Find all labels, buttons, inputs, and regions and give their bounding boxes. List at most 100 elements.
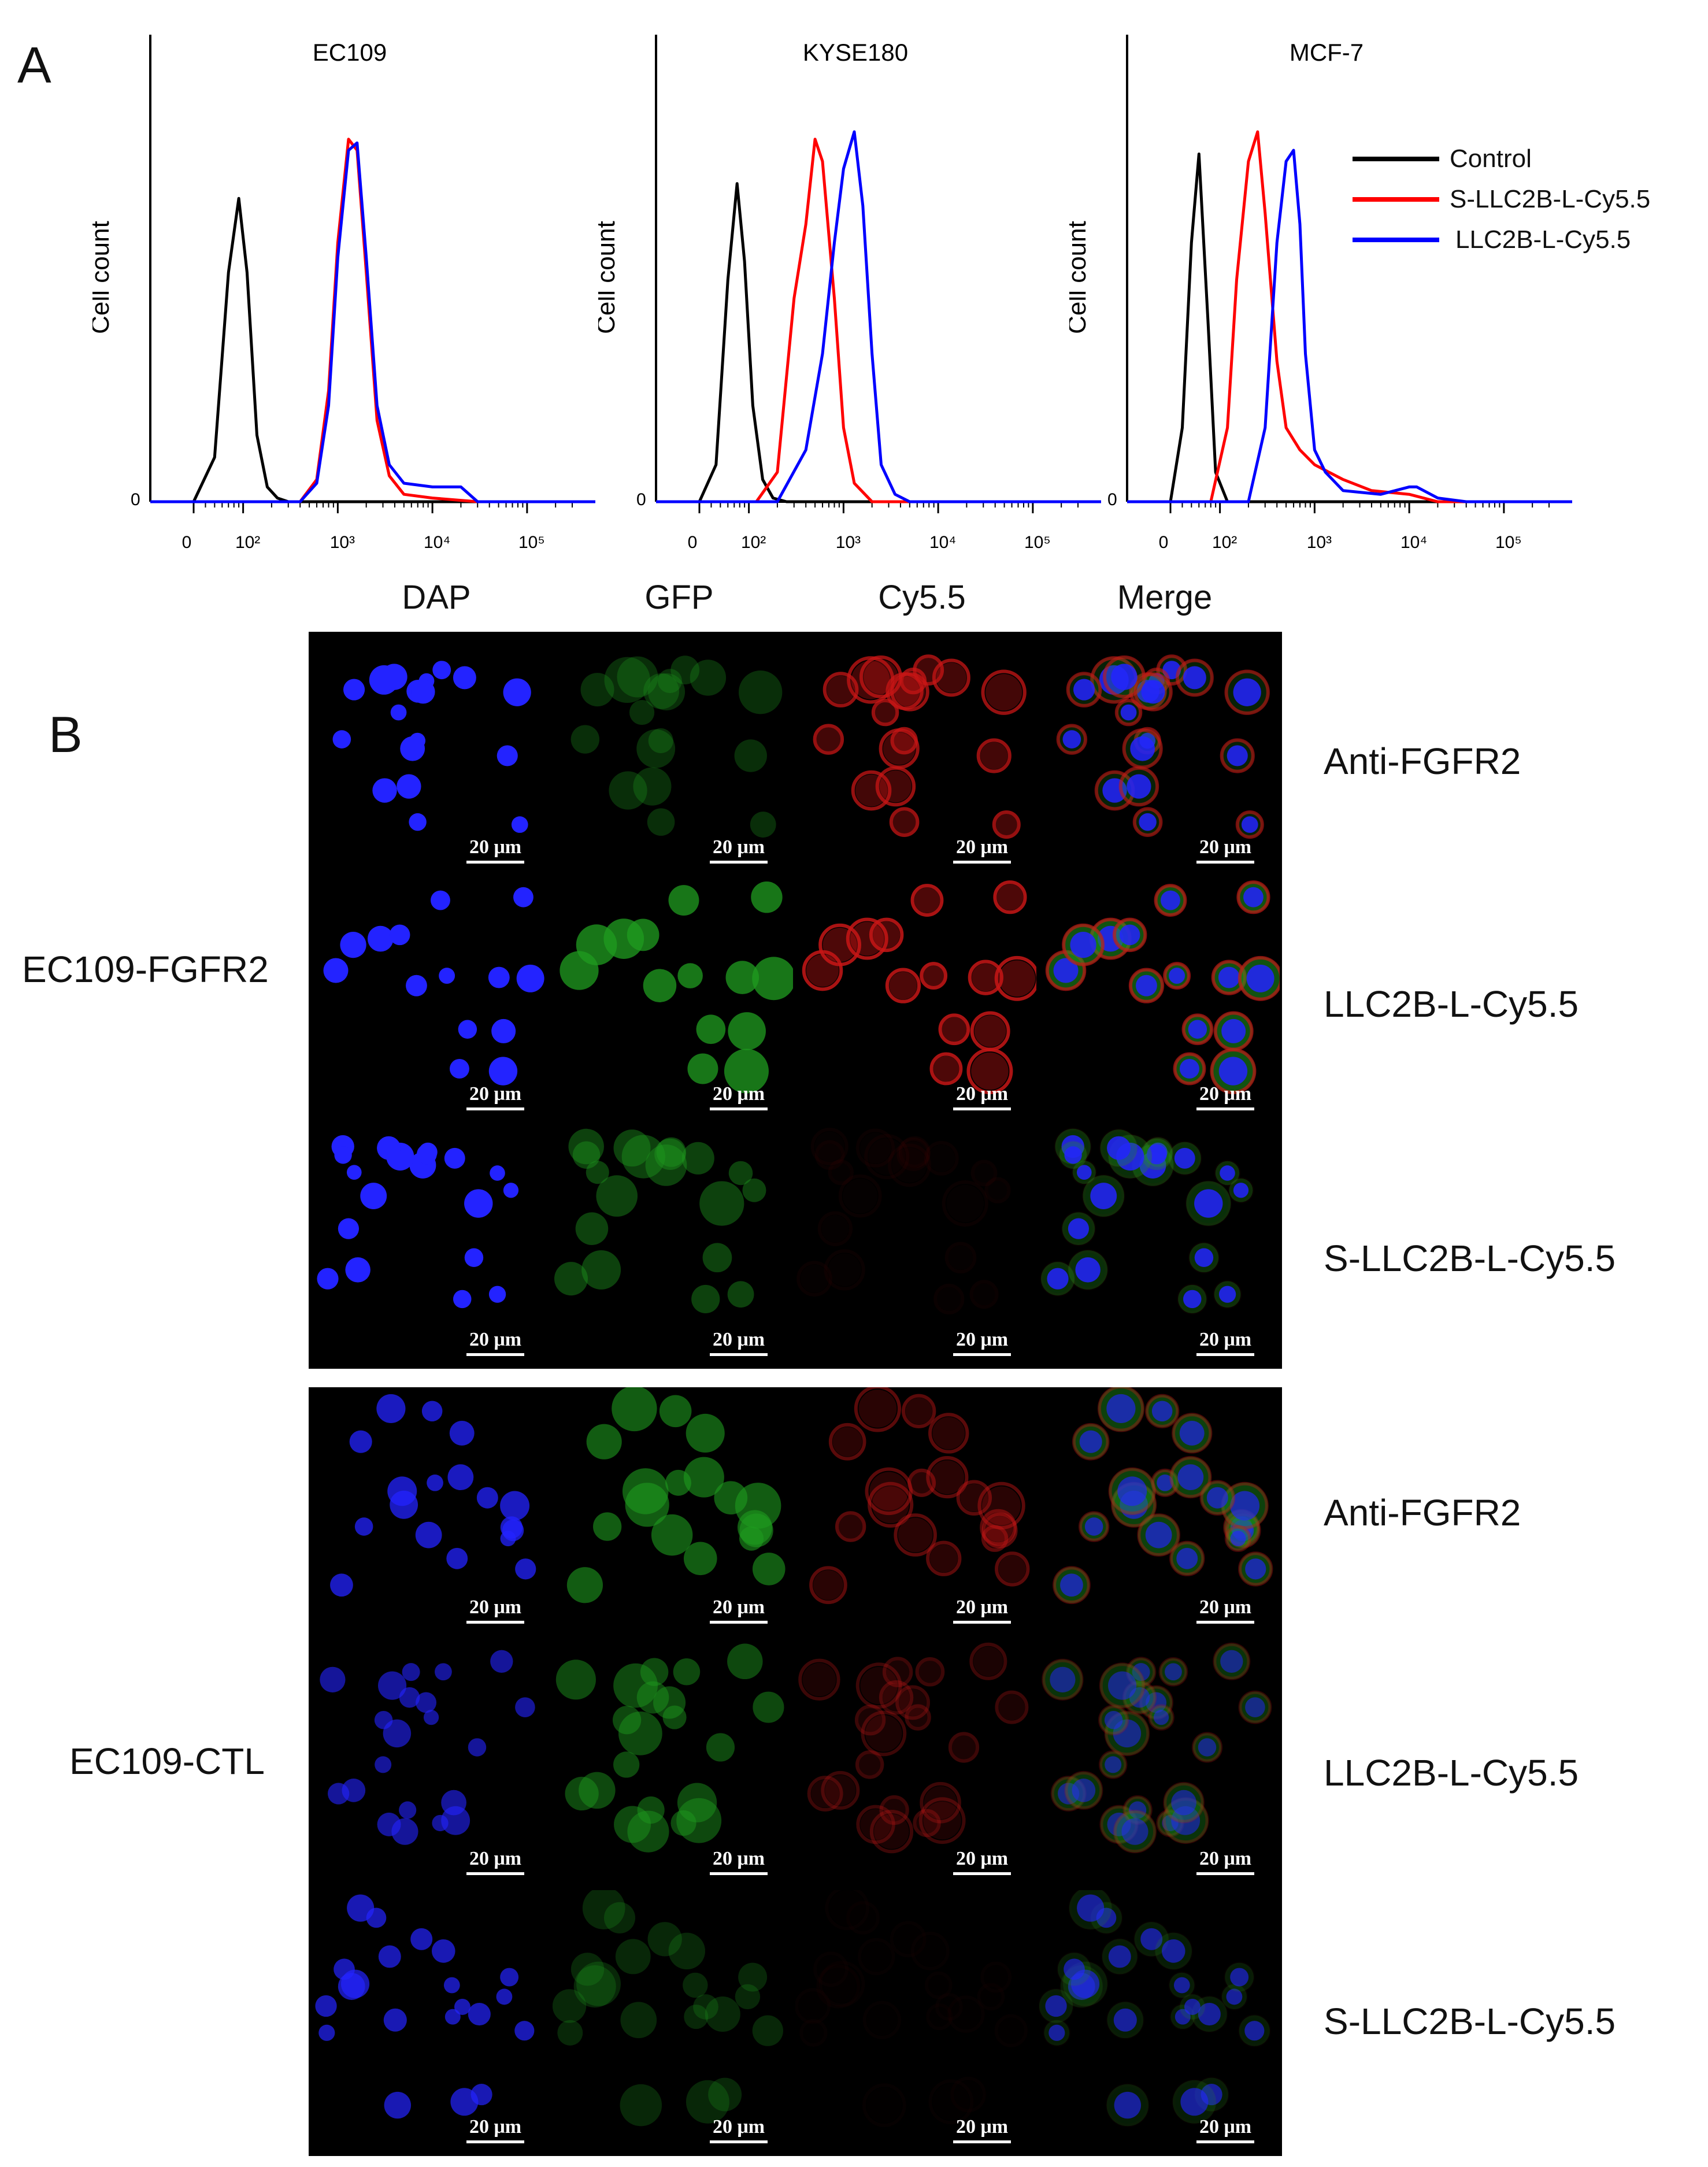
merge-dap [1161, 890, 1180, 910]
micrograph-image [1056, 654, 1270, 839]
merge-cy55 [1144, 1394, 1180, 1428]
merge-cy55 [1191, 1732, 1223, 1763]
cell-membrane [807, 1776, 843, 1812]
cell-cy55 [974, 1163, 994, 1183]
cell-cy55 [905, 1397, 932, 1425]
cell-gfp [586, 1424, 622, 1460]
merge-dap [1139, 813, 1157, 831]
histogram-mcf7: 0 10² 10³ 10⁴ 10⁵ 0 Cell count MCF-7 [1063, 23, 1590, 555]
micrograph-image [1039, 1890, 1270, 2127]
scale-bar-label: 20 μm [1199, 1596, 1252, 1618]
nucleus [391, 1818, 418, 1845]
scale-bar-line [953, 1107, 1011, 1110]
nucleus [515, 1697, 535, 1717]
merge-cy55 [1173, 1052, 1206, 1086]
scale-bar: 20 μm [466, 2116, 524, 2143]
cell-cy55 [825, 1775, 856, 1806]
cell-cy55 [985, 674, 1022, 711]
cell-gfp [572, 1141, 601, 1169]
merge-dap [1120, 704, 1137, 721]
cell-cy55 [998, 2018, 1024, 2044]
nucleus [427, 1474, 443, 1491]
legend-label-control: Control [1450, 145, 1532, 173]
y-axis-label: Cell count [92, 221, 114, 334]
nucleus [360, 1183, 387, 1209]
series-line-s-llc2b [150, 138, 595, 503]
nucleus [468, 2003, 491, 2026]
cell-cy55 [995, 813, 1018, 836]
merge-dap [1104, 1710, 1123, 1729]
legend-label-llc2b: LLC2B-L-Cy5.5 [1455, 225, 1631, 254]
cell-cy55 [915, 1936, 946, 1966]
merge-dap [1244, 2021, 1265, 2041]
nucleus [415, 1521, 442, 1549]
nucleus [343, 679, 365, 701]
cell-membrane [813, 724, 844, 755]
nucleus [387, 1476, 417, 1506]
merge-cy55 [1114, 698, 1143, 727]
merge-dap [1206, 1487, 1228, 1509]
y-zero-label: 0 [1107, 490, 1117, 509]
nucleus [330, 1573, 353, 1597]
nucleus [514, 2021, 535, 2041]
nucleus [516, 964, 544, 992]
cell-cy55 [818, 1143, 842, 1166]
cell-gfp [581, 1250, 621, 1290]
merge-cy55 [1108, 1467, 1156, 1516]
x-tick-label: 10⁴ [424, 533, 450, 552]
cell-membrane [981, 669, 1027, 715]
cell-cy55 [860, 1809, 891, 1840]
micrograph-cy55: 20 μm [795, 1387, 1036, 1636]
cell-gfp [643, 673, 680, 709]
cell-cy55 [875, 702, 896, 723]
nucleus [513, 887, 533, 907]
micrograph-image [560, 881, 793, 1094]
nucleus [376, 1394, 406, 1424]
cell-membrane [938, 1013, 970, 1046]
nucleus [347, 1894, 375, 1922]
merge-dap [1220, 1165, 1235, 1181]
cell-membrane [896, 1137, 931, 1171]
merge-cy55 [1158, 1657, 1188, 1687]
cell-membrane [970, 1160, 998, 1187]
nucleus [423, 1709, 439, 1725]
cell-gfp [647, 673, 686, 710]
histogram-title: KYSE180 [803, 39, 908, 66]
cell-membrane [913, 1809, 941, 1838]
cell-membrane [895, 1685, 930, 1720]
scale-bar-label: 20 μm [1199, 2116, 1252, 2138]
cell-membrane [838, 1174, 882, 1218]
cell-gfp [686, 2080, 729, 2124]
merge-dap [1108, 1945, 1131, 1968]
cell-cy55 [873, 921, 901, 949]
cell-cy55 [883, 1684, 910, 1712]
micrograph-gfp: 20 μm [552, 1125, 793, 1369]
cell-membrane [798, 1658, 840, 1701]
cell-cy55 [924, 1786, 957, 1820]
cell-gfp [613, 1751, 640, 1778]
micrograph-merge: 20 μm [1039, 1387, 1280, 1636]
merge-dap [1220, 1650, 1243, 1673]
scale-bar-label: 20 μm [469, 1848, 522, 1869]
legend-swatch-llc2b [1353, 238, 1439, 242]
cell-gfp [647, 1922, 682, 1957]
cell-membrane [822, 672, 859, 707]
cell-cy55 [862, 1942, 891, 1971]
nucleus [503, 1183, 519, 1198]
nucleus [500, 1491, 530, 1521]
cell-gfp [565, 1776, 599, 1811]
merge-cy55 [1224, 1525, 1252, 1552]
merge-dap [1141, 680, 1165, 704]
micrograph-cy55: 20 μm [795, 879, 1036, 1123]
merge-cy55 [1058, 1140, 1088, 1170]
nucleus [354, 1517, 373, 1536]
cell-gfp [683, 1972, 708, 1998]
nucleus [450, 2088, 479, 2116]
cell-cy55 [858, 1390, 897, 1428]
cell-gfp [596, 1175, 638, 1217]
nucleus [383, 2008, 407, 2032]
scale-bar: 20 μm [953, 2116, 1011, 2143]
cell-membrane [980, 1509, 1017, 1546]
scale-bar-label: 20 μm [712, 2116, 765, 2138]
y-axis-label: Cell count [1069, 221, 1091, 334]
